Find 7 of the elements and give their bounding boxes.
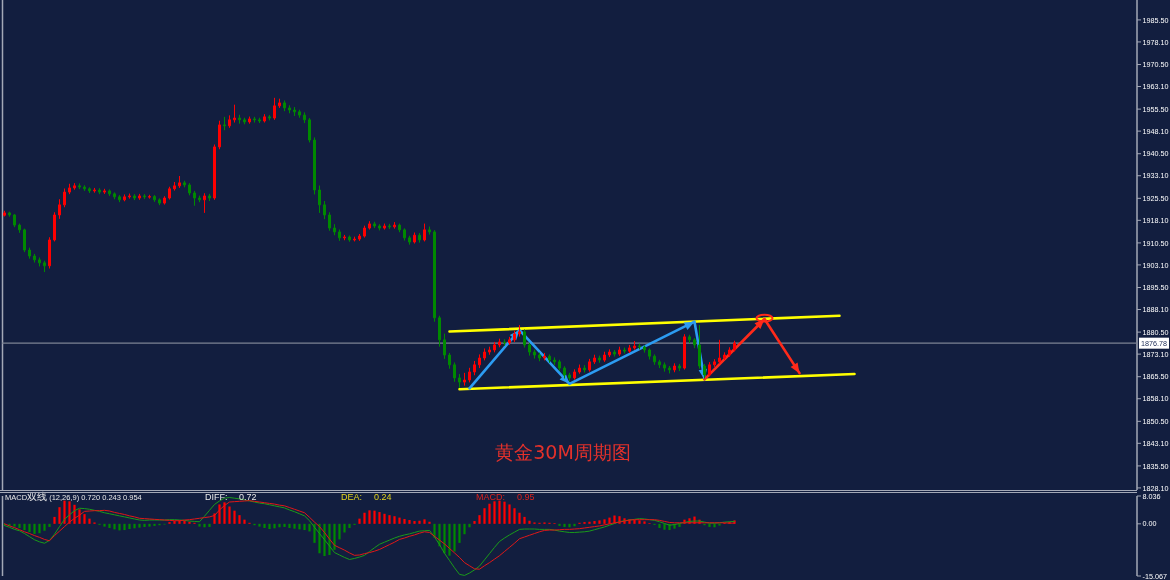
- annotation: 0.72: [239, 492, 257, 502]
- annotation: DIFF:: [205, 492, 228, 502]
- annotation: 0.95: [517, 492, 535, 502]
- annotation: DEA:: [341, 492, 363, 502]
- annotation: 0.24: [374, 492, 392, 502]
- text: 黄金30M周期图: [495, 441, 631, 463]
- annotation: MACD:: [476, 492, 505, 502]
